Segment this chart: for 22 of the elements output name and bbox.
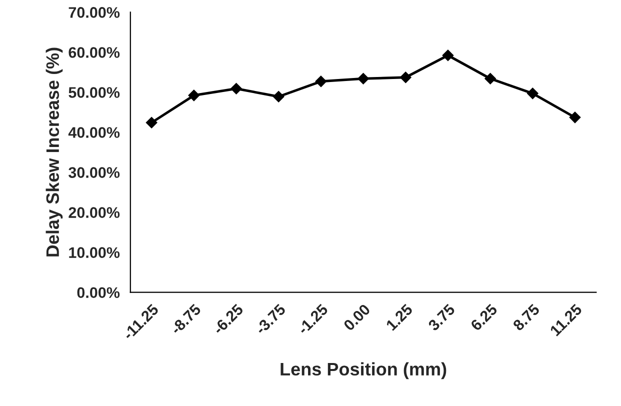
point (484, 73, 496, 84)
y-tick-label: 20.00% (68, 207, 120, 218)
y-tick-label: 30.00% (68, 167, 120, 178)
point (315, 76, 327, 88)
point (400, 72, 412, 84)
x-axis-title: Lens Position (mm) (280, 362, 446, 380)
y-tick-label: 70.00% (68, 7, 120, 18)
y-tick-label: 60.00% (68, 47, 120, 58)
point (527, 88, 538, 100)
y-tick-label: 0.00% (77, 287, 120, 298)
y-axis-title: Delay Skew Increase (%) (46, 48, 63, 256)
y-tick-label: 10.00% (69, 247, 120, 258)
point (358, 73, 369, 84)
x-tick-label: 0.00 (342, 303, 371, 332)
y-tick-label: 50.00% (68, 87, 120, 98)
point (230, 83, 242, 94)
point (272, 91, 284, 102)
point (188, 90, 200, 102)
y-tick-label: 40.00% (68, 127, 120, 138)
point (569, 112, 581, 124)
point (146, 117, 158, 128)
point (442, 50, 454, 62)
